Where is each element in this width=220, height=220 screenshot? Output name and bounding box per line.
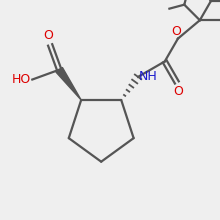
Text: O: O [171, 24, 181, 38]
Text: O: O [43, 29, 53, 42]
Text: O: O [173, 85, 183, 98]
Text: NH: NH [139, 70, 158, 83]
Polygon shape [56, 67, 81, 100]
Text: HO: HO [12, 73, 31, 86]
